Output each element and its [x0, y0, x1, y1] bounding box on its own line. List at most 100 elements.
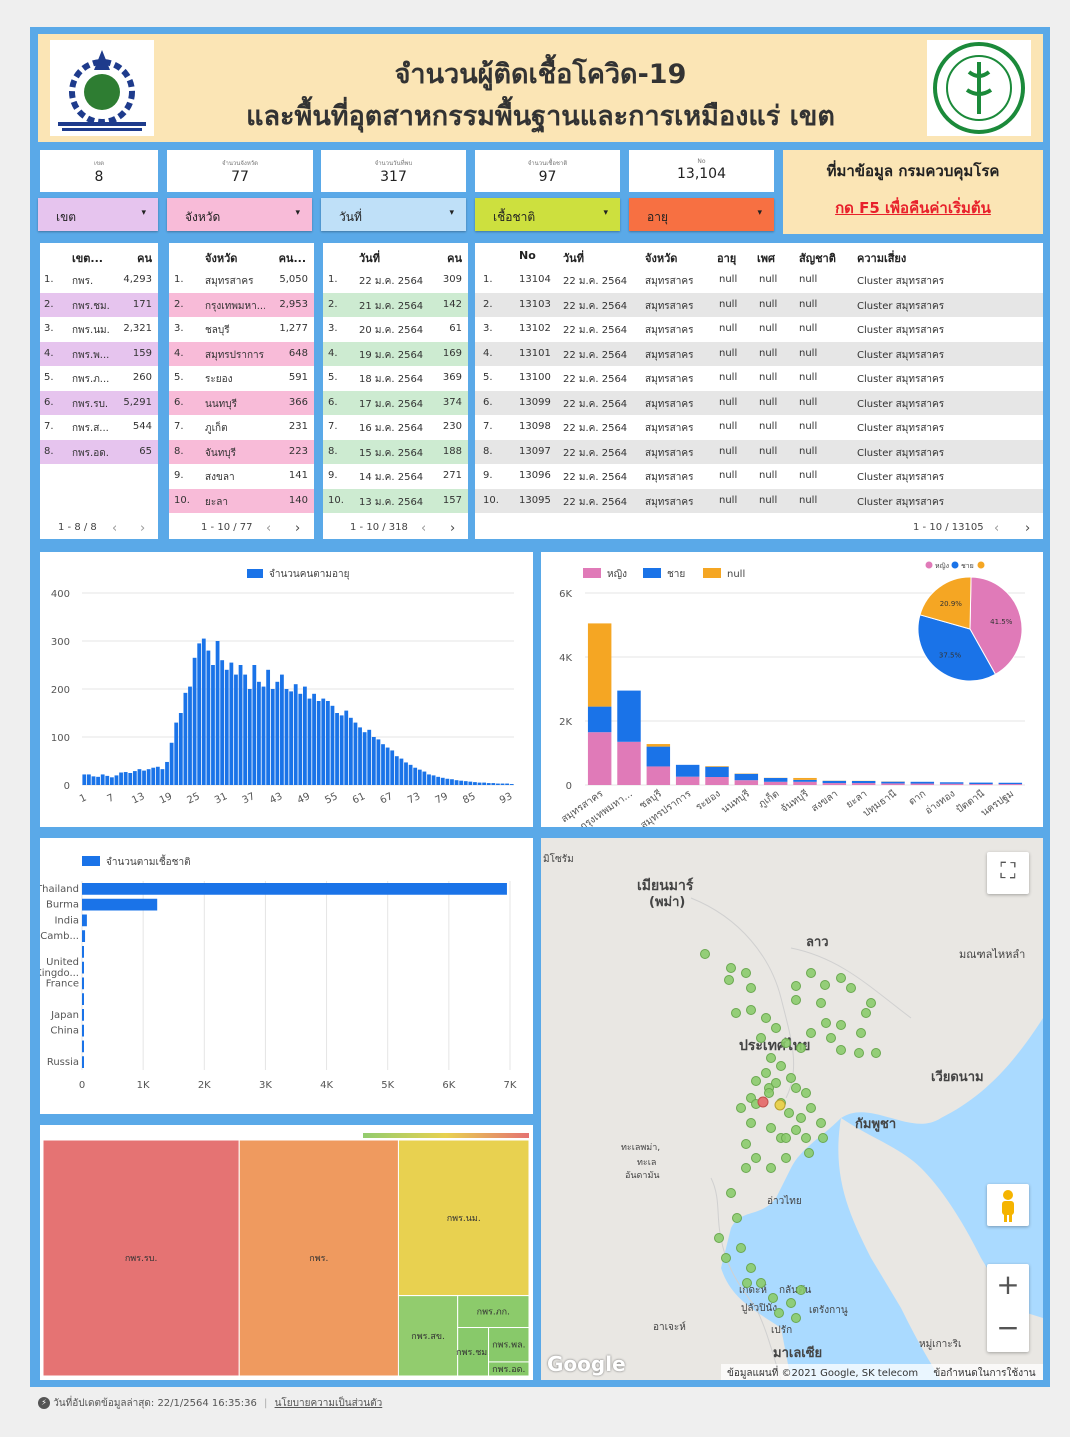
stacked-bar-segment — [998, 784, 1023, 785]
pagination-label: 1 - 10 / 77 — [201, 522, 253, 533]
table-row[interactable]: 8. จันทบุรี 223 — [169, 439, 314, 464]
case-marker — [731, 1008, 741, 1018]
table-row[interactable]: 3. กพร.นม. 2,321 — [40, 317, 158, 342]
map-canvas[interactable]: มิโซรัมเมียนมาร์(พม่า)ลาวมณฑลไหหลำประเทศ… — [541, 838, 1043, 1380]
table-cell: สมุทรสาคร — [645, 472, 694, 483]
dpim-logo — [50, 40, 154, 136]
table-row[interactable]: 4. 19 ม.ค. 2564 169 — [323, 341, 468, 366]
age-bar — [440, 777, 445, 785]
age-bar — [404, 762, 408, 785]
table-row[interactable]: 7. 13098 22 ม.ค. 2564 สมุทรสาคร null null null… — [475, 415, 1043, 440]
table-row[interactable]: 10. 13095 22 ม.ค. 2564 สมุทรสาคร null null nul… — [475, 488, 1043, 513]
column-header-count[interactable]: คน... — [278, 252, 306, 265]
pegman-icon[interactable] — [987, 1184, 1029, 1226]
table-row[interactable]: 4. สมุทรปราการ 648 — [169, 341, 314, 366]
next-page-icon[interactable]: › — [140, 521, 146, 536]
table-cell: 648 — [288, 347, 308, 359]
table-row[interactable]: 8. 13097 22 ม.ค. 2564 สมุทรสาคร null null null… — [475, 439, 1043, 464]
filter-nationality[interactable]: เชื้อชาติ ▾ — [475, 198, 620, 231]
table-row[interactable]: 10. 13 ม.ค. 2564 157 — [323, 488, 468, 513]
prev-page-icon[interactable]: ‹ — [994, 521, 1000, 536]
table-cell: ยะลา — [205, 496, 228, 508]
treemap-cell — [457, 1295, 530, 1329]
case-marker — [751, 1153, 761, 1163]
next-page-icon[interactable]: › — [295, 521, 301, 536]
x-tick-label: 55 — [323, 791, 339, 806]
table-row[interactable]: 8. 15 ม.ค. 2564 188 — [323, 439, 468, 464]
column-header-date[interactable]: วันที่ — [359, 252, 380, 265]
table-row[interactable]: 3. 13102 22 ม.ค. 2564 สมุทรสาคร null null null… — [475, 317, 1043, 342]
table-row[interactable]: 5. 18 ม.ค. 2564 369 — [323, 366, 468, 391]
column-header-risk[interactable]: ความเสี่ยง — [857, 252, 907, 265]
stacked-bar-segment — [646, 744, 671, 747]
table-row[interactable]: 1. กพร. 4,293 — [40, 268, 158, 293]
table-row[interactable]: 5. กพร.ภ... 260 — [40, 366, 158, 391]
age-bar — [358, 727, 362, 785]
filter-date[interactable]: วันที่ ▾ — [321, 198, 466, 231]
table-row[interactable]: 5. ระยอง 591 — [169, 366, 314, 391]
table-row[interactable]: 2. กพร.ชม. 171 — [40, 292, 158, 317]
zoom-out-button[interactable]: − — [996, 1311, 1020, 1344]
table-row[interactable]: 3. ชลบุรี 1,277 — [169, 317, 314, 342]
table-cell: 4. — [483, 347, 493, 359]
zoom-in-button[interactable]: + — [996, 1268, 1020, 1301]
case-marker — [774, 1099, 786, 1111]
table-row[interactable]: 3. 20 ม.ค. 2564 61 — [323, 317, 468, 342]
table-row[interactable]: 4. 13101 22 ม.ค. 2564 สมุทรสาคร null null null… — [475, 341, 1043, 366]
column-header-count[interactable]: คน — [447, 252, 462, 265]
table-cell: 22 ม.ค. 2564 — [359, 276, 424, 287]
column-header-province[interactable]: จังหวัด — [205, 252, 238, 265]
table-row[interactable]: 6. นนทบุรี 366 — [169, 390, 314, 415]
table-row[interactable]: 8. กพร.อด. 65 — [40, 439, 158, 464]
prev-page-icon[interactable]: ‹ — [112, 521, 118, 536]
table-row[interactable]: 5. 13100 22 ม.ค. 2564 สมุทรสาคร null null null… — [475, 366, 1043, 391]
table-row[interactable]: 7. ภูเก็ต 231 — [169, 415, 314, 440]
table-row[interactable]: 4. กพร.พ... 159 — [40, 341, 158, 366]
legend-label: null — [727, 569, 745, 580]
table-cell: 7. — [483, 421, 493, 432]
prev-page-icon[interactable]: ‹ — [421, 521, 427, 536]
table-row[interactable]: 1. 13104 22 ม.ค. 2564 สมุทรสาคร null null null… — [475, 268, 1043, 293]
column-header-age[interactable]: อายุ — [717, 252, 737, 265]
age-bar — [505, 783, 510, 785]
table-row[interactable]: 10. ยะลา 140 — [169, 488, 314, 513]
case-marker — [806, 968, 816, 978]
table-row[interactable]: 7. กพร.ส... 544 — [40, 415, 158, 440]
filter-age[interactable]: อายุ ▾ — [629, 198, 774, 231]
table-cell: กพร. — [72, 276, 94, 287]
table-row[interactable]: 1. 22 ม.ค. 2564 309 — [323, 268, 468, 293]
column-header-count[interactable]: คน — [137, 252, 152, 265]
table-cell: 13095 — [519, 494, 551, 506]
map-terms-link[interactable]: ข้อกำหนดในการใช้งาน — [933, 1368, 1036, 1379]
column-header-sex[interactable]: เพศ — [757, 252, 775, 265]
filter-province[interactable]: จังหวัด ▾ — [167, 198, 312, 231]
column-header-nationality[interactable]: สัญชาติ — [799, 252, 836, 265]
filter-zone[interactable]: เขต ▾ — [38, 198, 158, 231]
column-header-date[interactable]: วันที่ — [563, 252, 584, 265]
table-row[interactable]: 9. 14 ม.ค. 2564 271 — [323, 464, 468, 489]
column-header-zone[interactable]: เขต... — [72, 252, 103, 265]
table-row[interactable]: 9. 13096 22 ม.ค. 2564 สมุทรสาคร null null null… — [475, 464, 1043, 489]
privacy-link[interactable]: นโยบายความเป็นส่วนตัว — [274, 1398, 383, 1409]
table-row[interactable]: 1. สมุทรสาคร 5,050 — [169, 268, 314, 293]
thailand-map[interactable]: มิโซรัม เมียนมาร์ (พม่า) ลาว มณฑลไหหลำ ประเทศ… — [541, 838, 1043, 1380]
table-row[interactable]: 6. 13099 22 ม.ค. 2564 สมุทรสาคร null null null… — [475, 390, 1043, 415]
table-row[interactable]: 7. 16 ม.ค. 2564 230 — [323, 415, 468, 440]
table-row[interactable]: 9. สงขลา 141 — [169, 464, 314, 489]
table-row[interactable]: 6. กพร.รบ. 5,291 — [40, 390, 158, 415]
treemap-cell-label: กพร. — [309, 1254, 328, 1264]
table-row[interactable]: 6. 17 ม.ค. 2564 374 — [323, 390, 468, 415]
age-bar — [330, 705, 335, 785]
column-header-province[interactable]: จังหวัด — [645, 252, 678, 265]
table-row[interactable]: 2. 21 ม.ค. 2564 142 — [323, 292, 468, 317]
table-row[interactable]: 2. กรุงเทพมหา... 2,953 — [169, 292, 314, 317]
column-header-no[interactable]: No — [519, 249, 536, 262]
reset-link[interactable]: กด F5 เพื่อคืนค่าเริ่มต้น — [835, 199, 991, 217]
prev-page-icon[interactable]: ‹ — [266, 521, 272, 536]
table-row[interactable]: 2. 13103 22 ม.ค. 2564 สมุทรสาคร null null null… — [475, 292, 1043, 317]
table-cell: null — [799, 372, 818, 383]
province-sex-chart-card: หญิง ชาย null 0 2K 4K 6K สมุทรสาคร กรุงเทพมหา...… — [541, 552, 1043, 833]
next-page-icon[interactable]: › — [450, 521, 456, 536]
next-page-icon[interactable]: › — [1025, 521, 1031, 536]
fullscreen-icon[interactable]: ⛶ — [987, 852, 1029, 894]
